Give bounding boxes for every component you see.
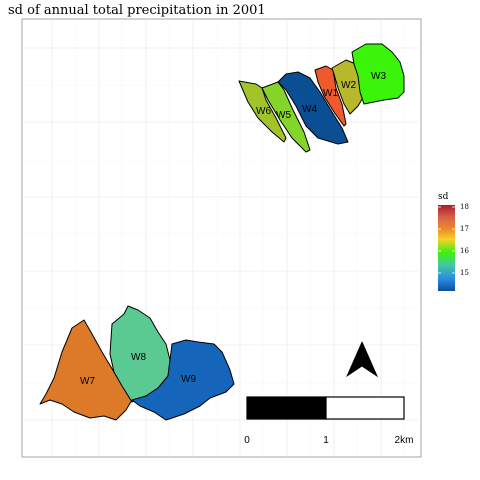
- watershed-W1: [314, 65, 347, 127]
- watershed-W6: [238, 80, 287, 143]
- north-arrow-icon: [346, 341, 378, 378]
- label-W5: W5: [276, 110, 291, 121]
- label-W3: W3: [371, 71, 386, 82]
- watershed-W4: [277, 71, 349, 145]
- label-W6: W6: [256, 106, 271, 117]
- label-W7: W7: [80, 376, 95, 387]
- watershed-W3: [351, 43, 405, 105]
- watershed-W5: [261, 81, 311, 153]
- watershed-labels: W6 W5 W4 W1 W2 W3 W7 W8 W9: [80, 71, 386, 387]
- legend-tick-16: 16: [460, 247, 469, 255]
- legend: sd 18 17 16 15: [438, 192, 469, 291]
- scale-bar: 0 1 2km: [244, 396, 414, 446]
- scale-label-0: 0: [244, 435, 250, 446]
- label-W8: W8: [131, 352, 146, 363]
- legend-tick-18: 18: [460, 203, 469, 211]
- watershed-W9: [131, 339, 235, 421]
- legend-colorbar: [438, 205, 455, 291]
- label-W1: W1: [323, 88, 338, 99]
- legend-tick-15: 15: [460, 269, 469, 277]
- label-W4: W4: [302, 104, 317, 115]
- legend-title: sd: [438, 192, 449, 202]
- scale-label-1: 1: [323, 435, 329, 446]
- map-title: sd of annual total precipitation in 2001: [8, 3, 266, 18]
- scale-label-2km: 2km: [395, 435, 414, 446]
- legend-tick-17: 17: [460, 225, 469, 233]
- watershed-W2: [331, 59, 365, 115]
- watershed-W7: [39, 319, 133, 421]
- label-W2: W2: [341, 80, 356, 91]
- label-W9: W9: [181, 374, 196, 385]
